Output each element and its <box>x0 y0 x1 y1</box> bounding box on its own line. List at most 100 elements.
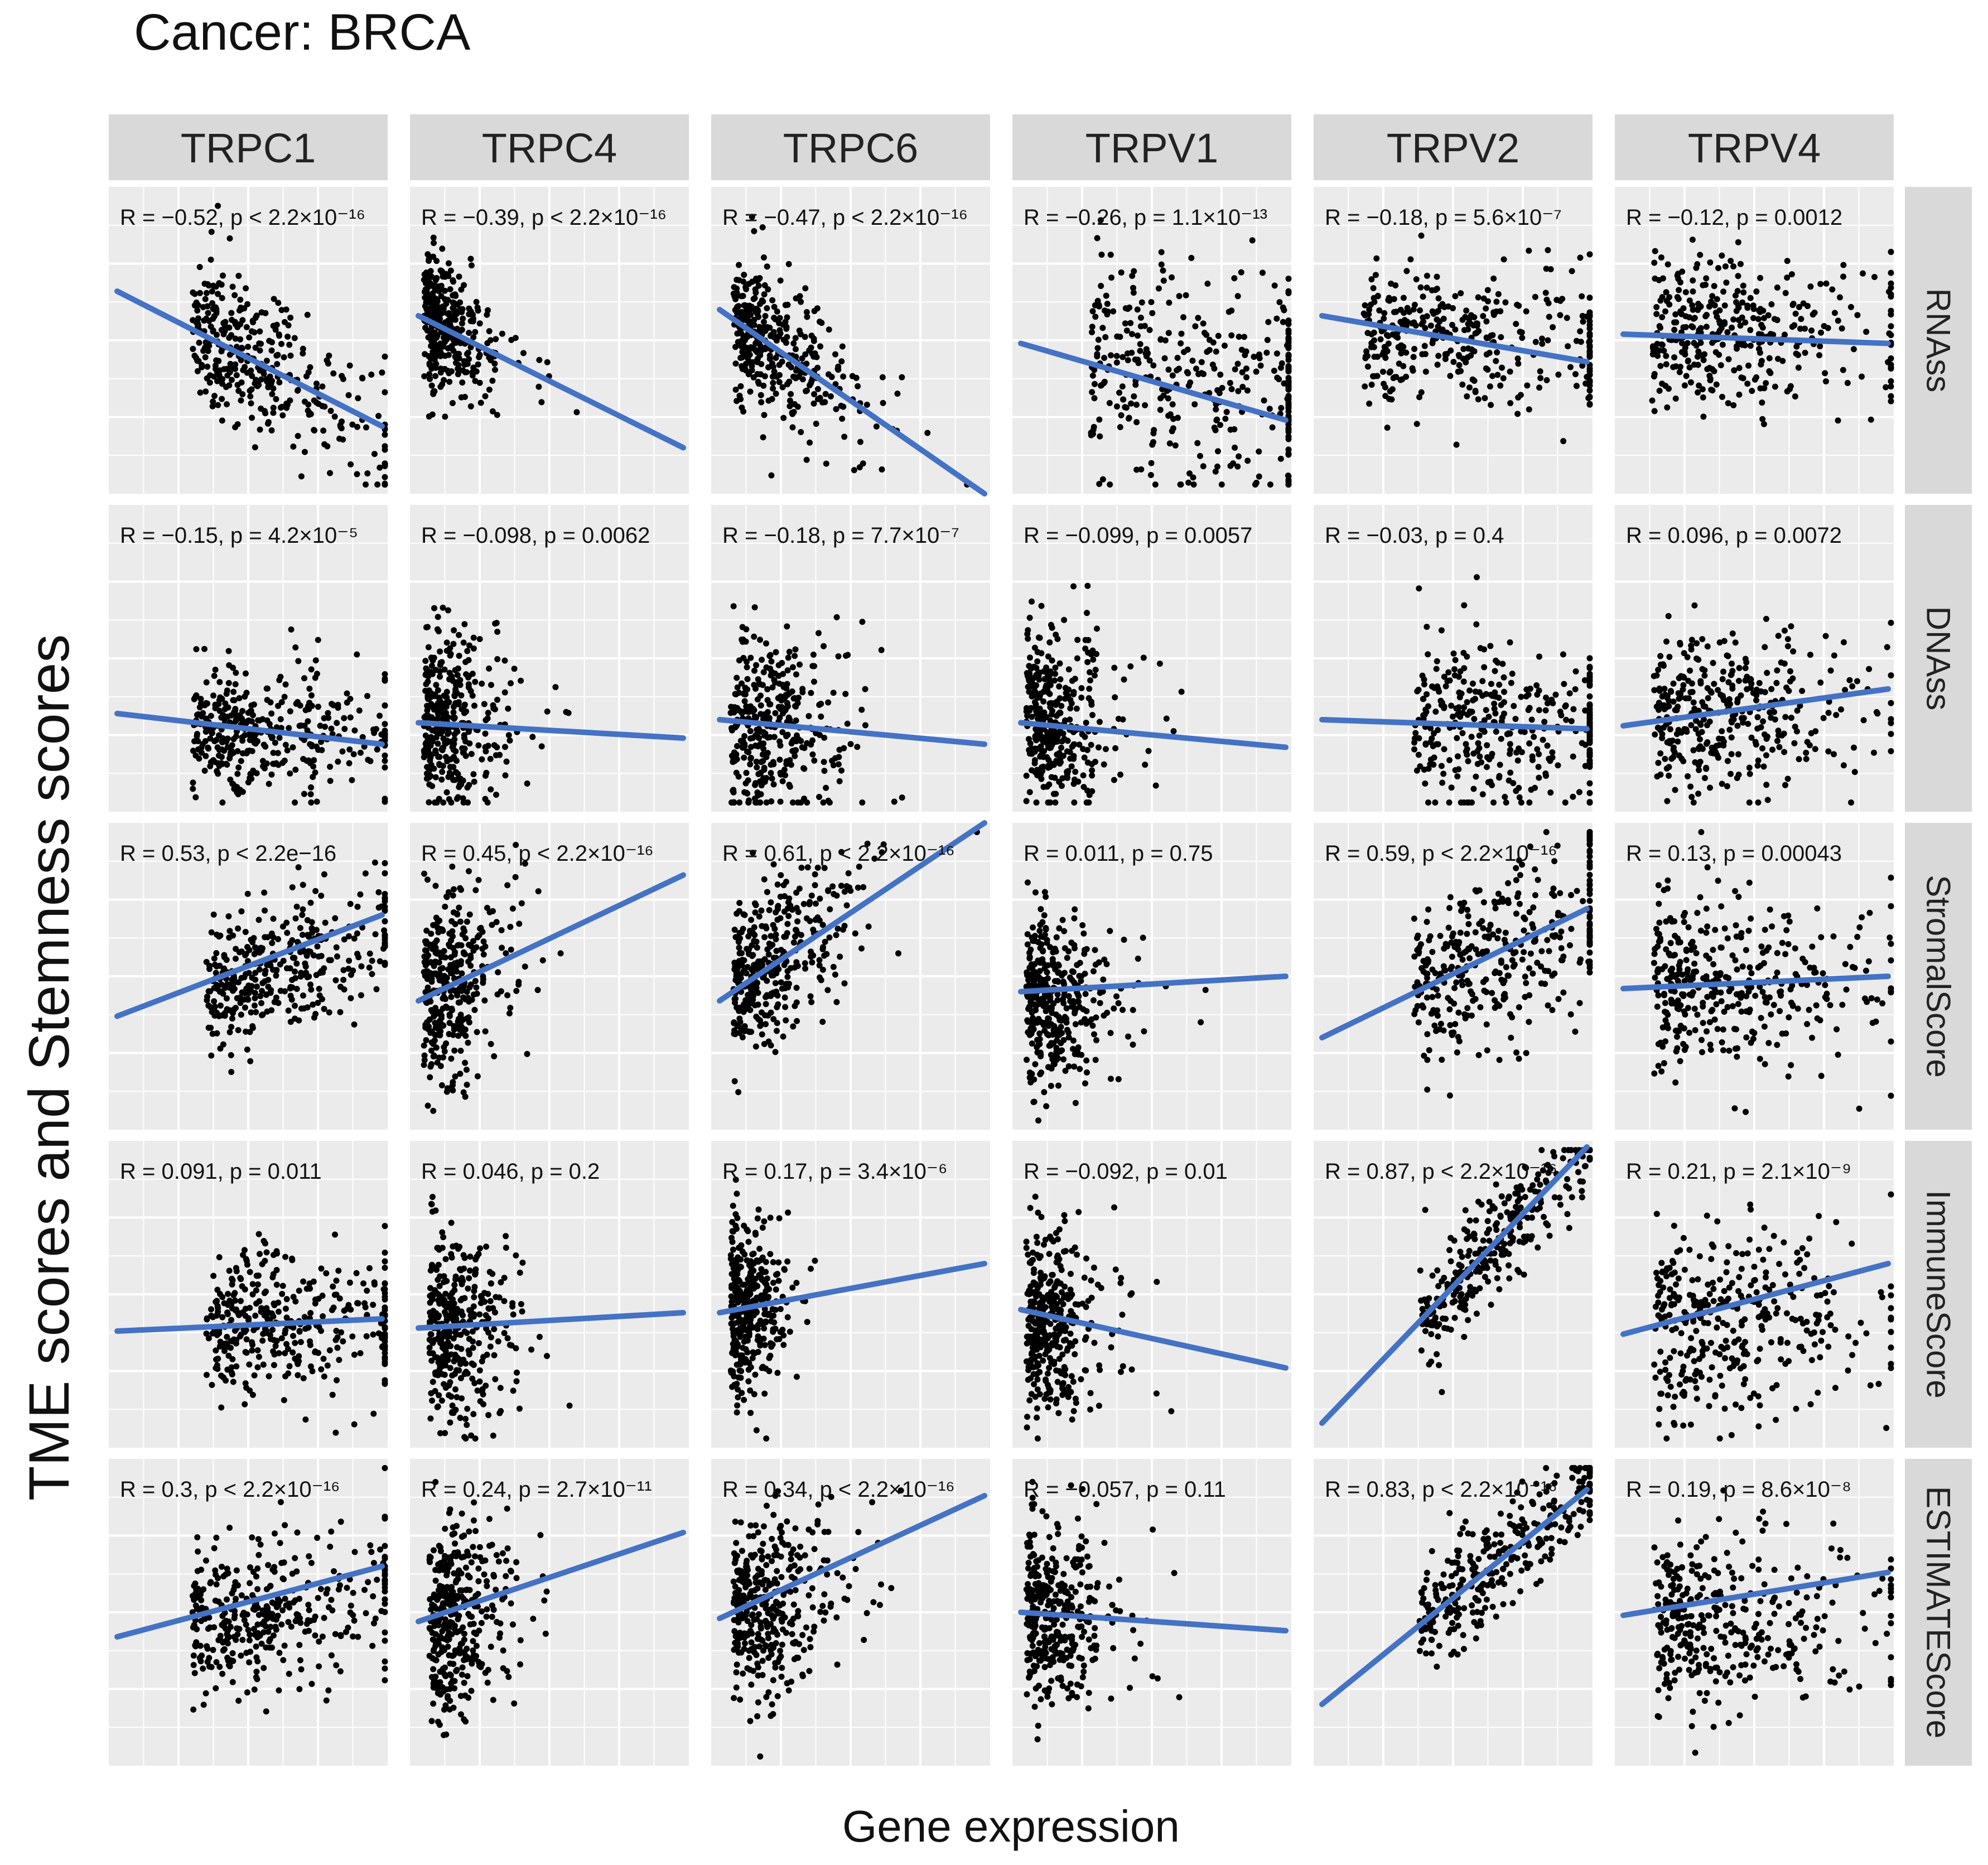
point <box>822 391 829 397</box>
point <box>495 969 501 976</box>
point <box>1424 624 1430 630</box>
point <box>1411 346 1418 353</box>
point <box>1479 678 1486 685</box>
point <box>1412 322 1419 329</box>
point <box>757 702 764 709</box>
point <box>1888 269 1894 276</box>
point <box>1070 583 1077 590</box>
point <box>1538 335 1545 342</box>
point <box>1691 315 1698 321</box>
point <box>1708 749 1715 756</box>
point <box>1729 685 1736 692</box>
point <box>862 686 868 692</box>
point <box>1888 365 1894 372</box>
point <box>835 653 842 659</box>
point <box>1514 355 1521 362</box>
point <box>1745 362 1752 369</box>
point <box>1133 401 1140 408</box>
col-strip-trpv4 <box>1615 114 1894 180</box>
point <box>470 634 477 641</box>
point <box>267 699 274 706</box>
point <box>1678 755 1685 762</box>
point <box>1134 306 1141 313</box>
point <box>312 657 319 664</box>
point <box>1084 787 1090 794</box>
point <box>1470 785 1477 792</box>
point <box>1417 307 1424 314</box>
point <box>1366 401 1373 407</box>
point <box>461 621 468 628</box>
correlation-annotation: R = −0.47, p < 2.2×10⁻¹⁶ <box>722 205 968 230</box>
point <box>1071 799 1078 806</box>
point <box>271 296 277 302</box>
point <box>1382 393 1389 399</box>
point <box>466 356 472 363</box>
point <box>1473 574 1480 581</box>
point <box>1798 316 1804 322</box>
point <box>1166 440 1173 447</box>
point <box>440 799 447 806</box>
point <box>1137 314 1144 321</box>
point <box>281 354 287 360</box>
point <box>279 412 286 418</box>
point <box>1052 664 1059 671</box>
point <box>766 324 773 331</box>
point <box>433 682 440 688</box>
point <box>1694 261 1701 268</box>
point <box>289 744 296 751</box>
point <box>1398 350 1405 356</box>
point <box>731 284 737 291</box>
point <box>1133 466 1140 473</box>
point <box>371 451 378 457</box>
point <box>1165 395 1171 402</box>
point <box>1705 695 1711 701</box>
point <box>1513 321 1519 327</box>
point <box>789 664 796 671</box>
point <box>1029 767 1035 774</box>
point <box>1264 336 1271 343</box>
point <box>1458 290 1464 297</box>
point <box>1557 312 1564 319</box>
correlation-annotation: R = 0.096, p = 0.0072 <box>1626 523 1842 548</box>
point <box>776 372 783 378</box>
point <box>1071 741 1078 748</box>
point <box>1472 330 1479 337</box>
point <box>1818 329 1825 336</box>
point <box>1034 658 1041 665</box>
point <box>190 289 196 296</box>
point <box>297 702 303 709</box>
point <box>1048 621 1054 628</box>
point <box>1152 782 1159 789</box>
point <box>232 681 239 687</box>
col-strip-trpc4 <box>410 114 689 180</box>
point <box>1728 751 1735 758</box>
point <box>1160 392 1167 399</box>
point <box>242 1004 248 1011</box>
point <box>1459 381 1466 388</box>
point <box>193 692 200 699</box>
point <box>851 467 857 474</box>
point <box>369 971 375 977</box>
point <box>1368 331 1375 338</box>
point <box>1586 780 1593 787</box>
point <box>1413 421 1420 427</box>
point <box>1449 321 1456 328</box>
correlation-annotation: R = −0.52, p < 2.2×10⁻¹⁶ <box>120 205 365 230</box>
point <box>300 971 306 978</box>
point <box>1482 395 1488 402</box>
point <box>1757 274 1764 281</box>
point <box>364 693 371 700</box>
point <box>244 944 250 951</box>
point <box>1133 419 1140 426</box>
point <box>1120 396 1126 403</box>
point <box>1536 774 1542 781</box>
point <box>1509 671 1516 677</box>
point <box>1754 762 1761 769</box>
point <box>770 385 776 392</box>
point <box>239 715 245 722</box>
point <box>284 929 291 936</box>
point <box>325 710 331 716</box>
point <box>1704 722 1711 729</box>
point <box>459 326 465 333</box>
point <box>488 682 494 688</box>
